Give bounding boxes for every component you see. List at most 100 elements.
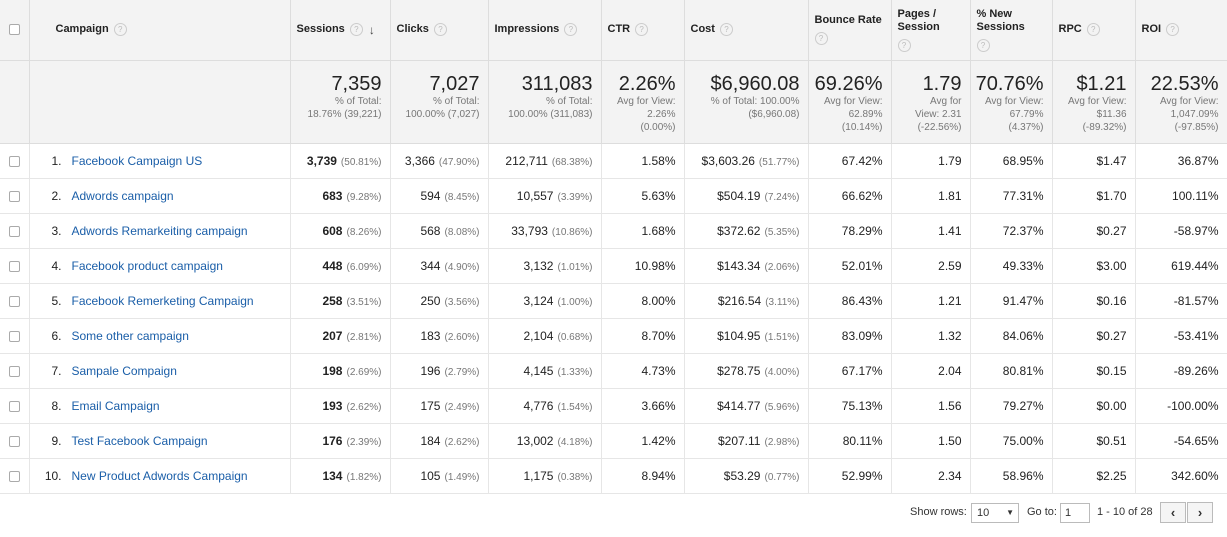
row-checkbox[interactable] <box>8 225 20 237</box>
prev-page-button[interactable]: ‹ <box>1160 502 1186 523</box>
campaign-link[interactable]: Facebook Campaign US <box>71 153 203 168</box>
help-icon[interactable]: ? <box>635 23 649 37</box>
help-icon[interactable]: ? <box>349 23 363 37</box>
campaign-link[interactable]: Facebook product campaign <box>71 258 223 273</box>
new-sessions-cell: 79.27% <box>970 388 1053 424</box>
bounce-rate-cell: 86.43% <box>808 283 892 319</box>
col-new-sessions[interactable]: % New Sessions? <box>970 0 1053 61</box>
row-select-cell <box>0 283 30 319</box>
help-icon[interactable]: ? <box>1086 23 1100 37</box>
help-icon[interactable]: ? <box>1166 23 1180 37</box>
rpc-cell: $3.00 <box>1052 248 1136 284</box>
new-sessions-cell: 84.06% <box>970 318 1053 354</box>
row-index: 8. <box>51 398 62 413</box>
impressions-cell: 13,002 (4.18%) <box>488 423 602 459</box>
help-icon[interactable]: ? <box>814 32 828 46</box>
bounce-rate-cell: 52.99% <box>808 458 892 494</box>
cost-cell: $104.95 (1.51%) <box>684 318 809 354</box>
campaign-cell: 2. Adwords campaign <box>29 178 291 214</box>
table-row: 5. Facebook Remerketing Campaign 258 (3.51… <box>0 283 1227 319</box>
pages-session-cell: 1.81 <box>891 178 971 214</box>
rpc-cell: $0.27 <box>1052 213 1136 249</box>
ctr-cell: 8.94% <box>601 458 685 494</box>
impressions-cell: 1,175 (0.38%) <box>488 458 602 494</box>
sessions-cell: 176 (2.39%) <box>290 423 391 459</box>
help-icon[interactable]: ? <box>564 23 578 37</box>
cost-cell: $278.75 (4.00%) <box>684 353 809 389</box>
campaign-link[interactable]: Email Campaign <box>71 398 160 413</box>
roi-cell: -54.65% <box>1135 423 1227 459</box>
col-bounce-rate[interactable]: Bounce Rate? <box>808 0 892 61</box>
next-page-button[interactable]: › <box>1187 502 1213 523</box>
show-rows-label: Show rows: <box>910 506 967 518</box>
table-row: 10. New Product Adwords Campaign 134 (1.82… <box>0 458 1227 494</box>
row-checkbox[interactable] <box>8 470 20 482</box>
campaign-link[interactable]: Some other campaign <box>71 328 189 343</box>
impressions-cell: 3,124 (1.00%) <box>488 283 602 319</box>
total-bounce-rate: 69.26% Avg for View: 62.89% (10.14%) <box>808 60 892 144</box>
roi-cell: -89.26% <box>1135 353 1227 389</box>
rpc-cell: $0.00 <box>1052 388 1136 424</box>
pages-session-cell: 1.21 <box>891 283 971 319</box>
col-clicks[interactable]: Clicks? <box>390 0 489 61</box>
row-checkbox[interactable] <box>8 435 20 447</box>
cost-cell: $3,603.26 (51.77%) <box>684 143 809 179</box>
row-checkbox[interactable] <box>8 155 20 167</box>
campaign-link[interactable]: Adwords campaign <box>71 188 174 203</box>
pages-session-cell: 1.50 <box>891 423 971 459</box>
col-impressions[interactable]: Impressions? <box>488 0 602 61</box>
roi-cell: 36.87% <box>1135 143 1227 179</box>
help-icon[interactable]: ? <box>976 38 990 52</box>
row-checkbox[interactable] <box>8 260 20 272</box>
new-sessions-cell: 75.00% <box>970 423 1053 459</box>
help-icon[interactable]: ? <box>433 23 447 37</box>
table-row: 6. Some other campaign 207 (2.81%) 183 (2.6… <box>0 318 1227 354</box>
campaign-link[interactable]: New Product Adwords Campaign <box>71 468 248 483</box>
col-ctr[interactable]: CTR? <box>601 0 685 61</box>
rpc-cell: $0.15 <box>1052 353 1136 389</box>
help-icon[interactable]: ? <box>897 38 911 52</box>
row-select-cell <box>0 318 30 354</box>
new-sessions-cell: 91.47% <box>970 283 1053 319</box>
row-checkbox[interactable] <box>8 190 20 202</box>
campaign-link[interactable]: Test Facebook Campaign <box>71 433 208 448</box>
impressions-cell: 2,104 (0.68%) <box>488 318 602 354</box>
row-select-cell <box>0 213 30 249</box>
campaign-cell: 1. Facebook Campaign US <box>29 143 291 179</box>
row-select-cell <box>0 458 30 494</box>
table-row: 2. Adwords campaign 683 (9.28%) 594 (8.45%)… <box>0 178 1227 214</box>
col-roi[interactable]: ROI? <box>1135 0 1227 61</box>
help-icon[interactable]: ? <box>719 23 733 37</box>
col-cost[interactable]: Cost? <box>684 0 809 61</box>
campaign-cell: 10. New Product Adwords Campaign <box>29 458 291 494</box>
campaign-link[interactable]: Sampale Compaign <box>71 363 177 378</box>
ctr-cell: 4.73% <box>601 353 685 389</box>
goto-input[interactable]: 1 <box>1060 503 1090 523</box>
sessions-cell: 608 (8.26%) <box>290 213 391 249</box>
campaign-link[interactable]: Adwords Remarkeiting campaign <box>71 223 248 238</box>
row-checkbox[interactable] <box>8 365 20 377</box>
col-rpc[interactable]: RPC? <box>1052 0 1136 61</box>
ctr-cell: 8.70% <box>601 318 685 354</box>
ctr-cell: 1.58% <box>601 143 685 179</box>
col-campaign[interactable]: Campaign? <box>29 0 291 61</box>
help-icon[interactable]: ? <box>113 23 127 37</box>
row-checkbox[interactable] <box>8 330 20 342</box>
totals-row: 7,359% of Total: 18.76% (39,221) 7,027% o… <box>0 60 1227 144</box>
campaign-cell: 4. Facebook product campaign <box>29 248 291 284</box>
row-checkbox[interactable] <box>8 400 20 412</box>
select-all-checkbox[interactable] <box>8 24 20 36</box>
row-index: 2. <box>51 188 62 203</box>
show-rows-select[interactable]: 10 ▼ <box>971 503 1019 523</box>
clicks-cell: 3,366 (47.90%) <box>390 143 489 179</box>
campaign-link[interactable]: Facebook Remerketing Campaign <box>71 293 254 308</box>
col-pages-session[interactable]: Pages / Session? <box>891 0 971 61</box>
clicks-cell: 184 (2.62%) <box>390 423 489 459</box>
sort-descending-icon[interactable]: ↓ <box>368 22 375 37</box>
pages-session-cell: 2.04 <box>891 353 971 389</box>
pages-session-cell: 1.41 <box>891 213 971 249</box>
col-sessions[interactable]: Sessions? ↓ <box>290 0 391 61</box>
row-select-cell <box>0 423 30 459</box>
row-checkbox[interactable] <box>8 295 20 307</box>
clicks-cell: 250 (3.56%) <box>390 283 489 319</box>
